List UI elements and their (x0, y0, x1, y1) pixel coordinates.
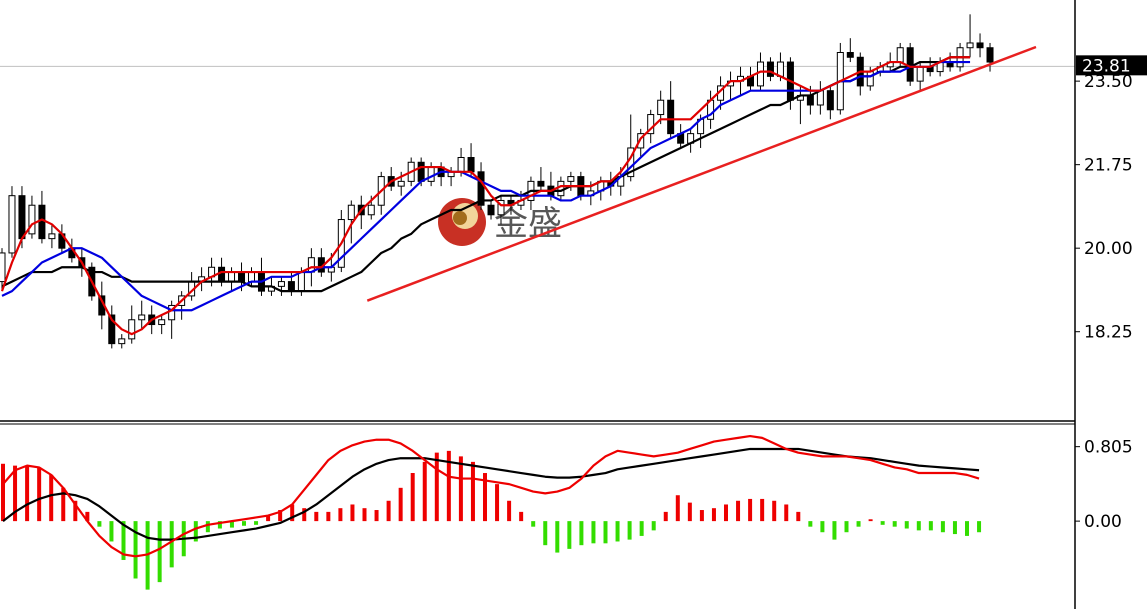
candle[interactable] (497, 195, 505, 225)
candle-body-down (667, 99, 675, 135)
watermark-logo-dot (453, 211, 467, 225)
candle-body-down (108, 314, 116, 345)
candle[interactable] (158, 315, 166, 335)
candle[interactable] (836, 42, 844, 115)
candle-body-down (287, 281, 295, 292)
price-tick-label: 21.75 (1084, 156, 1133, 176)
candle[interactable] (637, 128, 645, 158)
candle-body-up (347, 204, 355, 221)
candle[interactable] (766, 57, 774, 82)
candle[interactable] (567, 171, 575, 191)
candle[interactable] (647, 109, 655, 144)
candle-body-down (806, 94, 814, 106)
candle-body-down (986, 47, 994, 63)
candle-body-up (896, 47, 904, 63)
candle-body-down (38, 204, 46, 240)
price-tick-label: 20.00 (1084, 239, 1133, 259)
candle-body-up (138, 314, 146, 321)
candle-body-up (657, 99, 665, 116)
candle-body-up (916, 66, 924, 82)
candle[interactable] (138, 300, 146, 330)
candle-body-up (427, 166, 435, 182)
watermark-text: 金盛 (494, 204, 562, 244)
candle-body-down (487, 204, 495, 216)
candle[interactable] (846, 38, 854, 63)
candle-body-up (297, 271, 305, 292)
candle[interactable] (976, 33, 984, 58)
candle-body-down (846, 52, 854, 58)
candle[interactable] (277, 276, 285, 296)
candle[interactable] (477, 162, 485, 210)
candle-body-up (637, 133, 645, 149)
candle[interactable] (8, 186, 16, 258)
candle[interactable] (108, 305, 116, 349)
current-price-label: 23.81 (1082, 56, 1131, 76)
candle[interactable] (128, 305, 136, 344)
candle[interactable] (347, 200, 355, 244)
candle-body-up (866, 71, 874, 87)
candle-body-up (128, 319, 136, 340)
candle-body-up (647, 114, 655, 135)
candle[interactable] (487, 200, 495, 220)
candle[interactable] (826, 85, 834, 120)
candle-body-up (228, 271, 236, 283)
candle-body-down (826, 90, 834, 111)
ma-slow-line (1, 56, 971, 293)
candle-body-up (567, 176, 575, 182)
candle-body-down (906, 47, 914, 82)
candle[interactable] (986, 42, 994, 72)
candle[interactable] (118, 334, 126, 349)
candle[interactable] (966, 14, 974, 58)
candle-body-up (966, 42, 974, 49)
candle-body-up (367, 204, 375, 216)
macd-tick-label: 0.805 (1084, 438, 1133, 458)
candle[interactable] (537, 167, 545, 191)
macd-tick-label: 0.00 (1084, 512, 1122, 532)
candle-body-up (457, 157, 465, 173)
trendline[interactable] (366, 45, 1037, 302)
price-tick-label: 18.25 (1084, 323, 1133, 343)
candle-body-up (48, 233, 56, 240)
candle[interactable] (906, 42, 914, 86)
price-tick-label: 23.50 (1084, 72, 1133, 92)
candle-body-down (477, 171, 485, 206)
candle-body-down (467, 157, 475, 173)
candle-body-up (0, 252, 6, 283)
candle[interactable] (28, 195, 36, 239)
candle-body-up (557, 180, 565, 197)
macd-signal-line (2, 447, 980, 541)
candle-body-up (397, 180, 405, 187)
candle-body-down (417, 161, 425, 182)
candle-body-up (158, 319, 166, 326)
candle-body-up (756, 61, 764, 87)
macd-panel[interactable] (1, 434, 982, 590)
candle-body-up (497, 199, 505, 216)
candle-body-down (766, 61, 774, 77)
candle-body-up (118, 338, 126, 345)
macd-main-line (2, 434, 980, 558)
candle[interactable] (0, 248, 6, 292)
candle-body-up (277, 281, 285, 287)
candle-body-up (248, 271, 255, 283)
candle-body-down (238, 271, 246, 283)
candle-body-down (976, 42, 984, 49)
candle-body-up (8, 195, 16, 254)
candle-body-down (18, 195, 26, 240)
ma-fast-line (0, 56, 971, 336)
current-price-tag (1076, 55, 1147, 76)
candle-body-down (218, 266, 226, 283)
candle-body-down (537, 180, 545, 187)
candle[interactable] (667, 81, 675, 139)
candle-body-up (28, 204, 36, 235)
candle[interactable] (48, 224, 56, 249)
